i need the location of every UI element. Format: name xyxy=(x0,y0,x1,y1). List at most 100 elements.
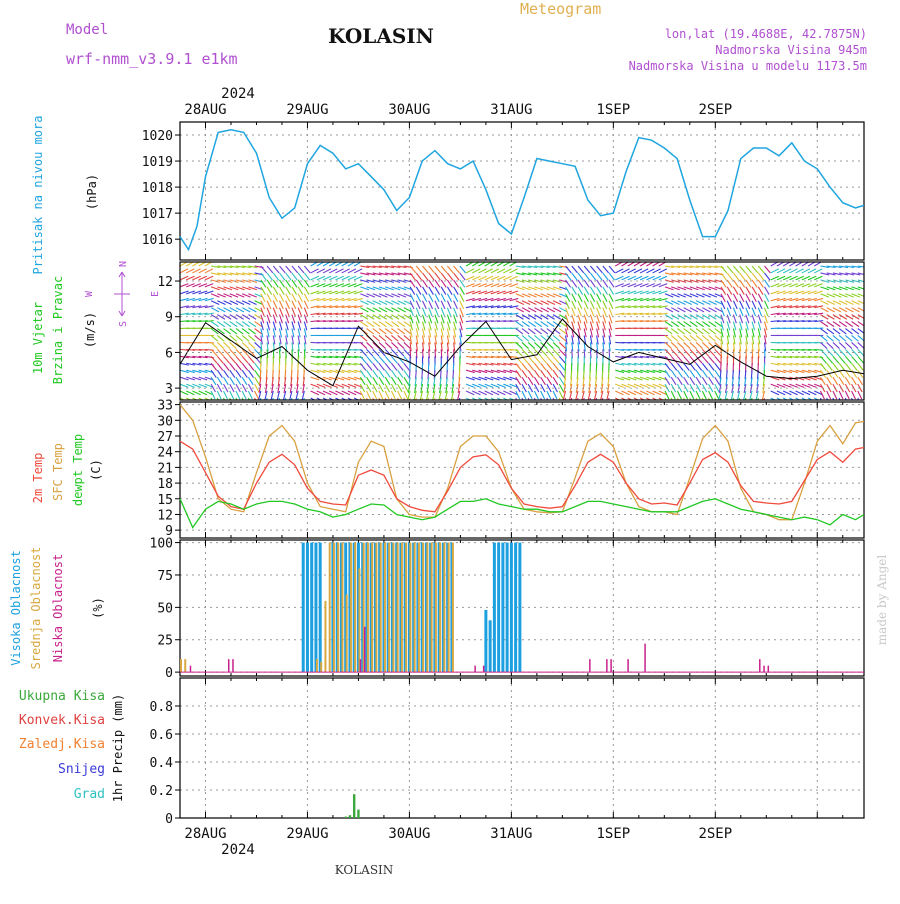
mid-cloud-bar xyxy=(346,594,348,672)
wind-barb xyxy=(217,377,222,385)
wind-barb xyxy=(702,377,707,385)
y-tick-label: 27 xyxy=(157,430,173,445)
wind-barb xyxy=(217,356,223,363)
wind-barb xyxy=(572,287,577,295)
mid-cloud-bar xyxy=(380,543,382,673)
wind-barb xyxy=(236,363,242,370)
wind-barb xyxy=(522,329,529,334)
wind-barb xyxy=(522,342,529,348)
wind-barb xyxy=(833,391,837,399)
y-tick-label: 9 xyxy=(165,311,173,326)
wind-barb xyxy=(398,329,405,334)
wind-barb xyxy=(385,329,392,334)
low-cloud-bar xyxy=(190,666,192,672)
wind-barb xyxy=(609,273,614,280)
wind-barb xyxy=(547,391,551,399)
wind-barb xyxy=(373,356,379,363)
product-title: Meteogram xyxy=(520,0,601,18)
wind-barb xyxy=(528,322,535,327)
wind-barb xyxy=(690,335,697,341)
wind-barb xyxy=(435,273,440,280)
wind-barb xyxy=(410,287,415,295)
wind-barb xyxy=(379,356,385,363)
pressure-line xyxy=(180,130,864,250)
wind-barb xyxy=(541,322,548,327)
wind-barb xyxy=(696,391,700,399)
wind-barb xyxy=(559,356,565,363)
wind-barb xyxy=(516,329,523,334)
low-cloud-bar xyxy=(474,666,476,672)
wind-barb xyxy=(833,349,839,355)
wind-barb xyxy=(721,266,727,273)
wind-barb xyxy=(242,370,247,377)
high-cloud-bar xyxy=(510,543,513,673)
wind-barb xyxy=(379,335,386,341)
wind-barb xyxy=(833,335,840,341)
wind-barb xyxy=(385,356,391,363)
wind-barb xyxy=(852,356,858,363)
wind-barb xyxy=(603,287,608,295)
wind-barb xyxy=(665,322,672,327)
wind-barb xyxy=(224,370,229,377)
elevation-label: Nadmorska Visina 945m xyxy=(715,43,867,57)
wind-barb xyxy=(373,342,380,348)
wind-barb xyxy=(286,273,291,280)
y-tick-label: 30 xyxy=(157,414,173,429)
wind-barb xyxy=(298,287,303,295)
wind-barb xyxy=(684,335,691,341)
wind-barb xyxy=(398,377,403,385)
wind-barb xyxy=(298,294,302,302)
wind-barb xyxy=(528,335,535,341)
wind-barb xyxy=(391,370,396,377)
wind-barb xyxy=(423,287,428,295)
wind-barb xyxy=(391,363,397,370)
y-tick-label: 1018 xyxy=(142,181,173,196)
wind-barb xyxy=(516,370,521,377)
wind-barb xyxy=(827,356,833,363)
wind-barb xyxy=(671,329,678,334)
wind-barb xyxy=(553,356,559,363)
wind-barb xyxy=(211,335,218,341)
wind-barb xyxy=(553,370,558,377)
wind-barb xyxy=(367,377,372,385)
wind-barb xyxy=(727,273,732,280)
wind-barb xyxy=(385,377,390,385)
wind-barb xyxy=(852,391,856,399)
wind-barb xyxy=(733,280,738,287)
wind-barb xyxy=(559,391,563,399)
low-cloud-bar xyxy=(763,666,765,672)
wind-barb xyxy=(702,322,709,327)
wind-barb xyxy=(740,273,745,280)
wind-barb xyxy=(211,377,216,385)
wind-barb xyxy=(820,342,827,348)
precip-bar xyxy=(344,817,346,818)
wind-barb xyxy=(709,377,714,385)
wind-barb xyxy=(230,384,234,392)
wind-barb xyxy=(690,370,695,377)
wind-barb xyxy=(603,266,609,273)
wind-barb xyxy=(702,335,709,341)
wind-barb xyxy=(765,287,770,295)
wind-barb xyxy=(690,342,697,348)
wind-barb xyxy=(709,329,716,334)
wind-barb xyxy=(292,294,296,302)
y-tick-label: 0 xyxy=(165,812,173,827)
date-label-bottom: 1SEP xyxy=(596,826,630,842)
wind-barb xyxy=(845,329,852,334)
wind-barb xyxy=(671,377,676,385)
wind-barb xyxy=(566,294,570,302)
wind-barb xyxy=(242,391,246,399)
y-tick-label: 1020 xyxy=(142,129,173,144)
wind-barb xyxy=(721,273,726,280)
wind-barb xyxy=(534,322,541,327)
wind-barb xyxy=(522,363,528,370)
wind-barb xyxy=(727,294,731,302)
wind-barb xyxy=(385,342,392,348)
wind-barb xyxy=(833,342,840,348)
wind-barb xyxy=(541,329,548,334)
wind-barb xyxy=(429,273,434,280)
low-cloud-bar xyxy=(232,659,234,672)
wind-barb xyxy=(435,287,440,295)
high-cloud-bar xyxy=(489,620,492,672)
